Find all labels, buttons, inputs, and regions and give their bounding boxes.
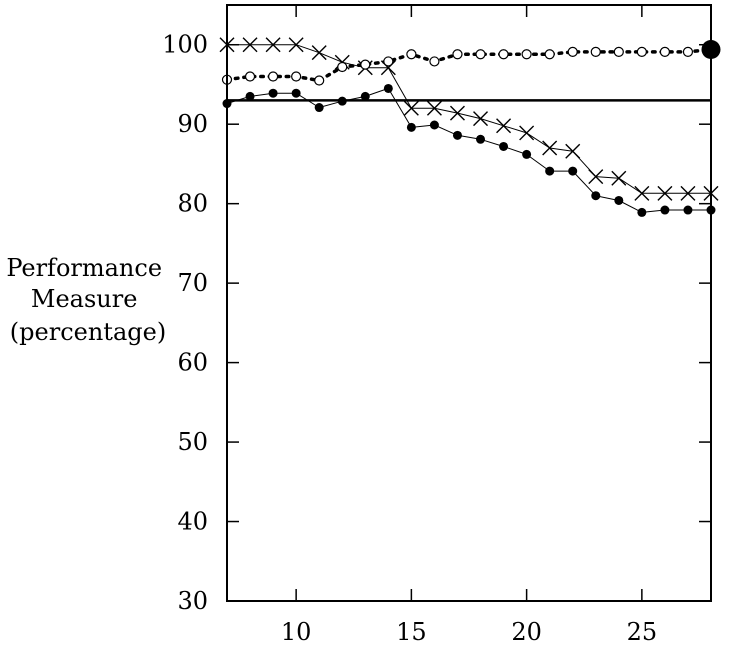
open-circle-marker	[360, 59, 371, 70]
open-circle-marker	[244, 71, 256, 82]
plot-area	[219, 37, 721, 217]
cross-marker	[611, 170, 627, 186]
cross-stroke	[265, 37, 281, 53]
filled-circle-marker	[568, 166, 578, 176]
filled-circle-marker	[314, 103, 324, 113]
y-axis-title-line-1: Performance	[6, 254, 162, 282]
cross-stroke	[588, 169, 604, 185]
axes	[226, 4, 712, 602]
filled-circle-marker	[683, 205, 693, 215]
open-circle-marker	[544, 49, 555, 60]
filled-circle-marker	[637, 207, 647, 217]
cross-marker	[242, 37, 258, 53]
filled-circle-marker	[406, 122, 416, 132]
open-circle-marker	[475, 49, 486, 60]
y-axis-title-line-2: Measure	[31, 285, 138, 313]
open-circle-marker	[613, 46, 624, 57]
cross-stroke	[634, 185, 650, 201]
cross-marker	[403, 100, 419, 116]
cross-stroke	[611, 170, 627, 186]
open-circle-marker	[590, 46, 601, 57]
open-circle-marker	[291, 71, 302, 82]
cross-marker	[519, 125, 535, 141]
y-tick-label: 100	[162, 31, 208, 59]
filled-circle-marker	[452, 130, 462, 140]
y-tick-label: 90	[177, 110, 208, 138]
filled-circle-marker	[383, 83, 393, 93]
series-line-2	[225, 47, 713, 83]
filled-circle-marker	[291, 88, 301, 98]
cross-stroke	[680, 185, 696, 201]
open-circle-marker	[267, 71, 279, 82]
y-tick-label: 50	[177, 428, 208, 456]
cross-marker	[449, 105, 465, 121]
open-circle-marker	[429, 56, 440, 67]
open-circle-marker	[636, 46, 647, 57]
open-circle-marker	[314, 75, 325, 86]
cross-marker	[542, 140, 558, 156]
ticks: 30 40 50 60 70 80 90 100 10 15 20 25	[162, 5, 711, 646]
cross-marker	[473, 111, 489, 127]
cross-stroke	[519, 125, 535, 141]
cross-marker	[288, 37, 304, 53]
cross-stroke	[449, 105, 465, 121]
plot-frame	[226, 4, 712, 602]
filled-circle-marker	[429, 120, 439, 130]
filled-circle-marker	[499, 141, 509, 151]
cross-marker	[426, 100, 442, 116]
open-circle-marker	[659, 46, 671, 57]
x-tick-label: 10	[281, 618, 312, 646]
cross-marker	[496, 118, 512, 134]
y-axis-title: Performance Measure (percentage)	[6, 254, 169, 346]
cross-stroke	[657, 185, 673, 201]
open-circle-marker	[383, 56, 394, 67]
x-tick-label: 20	[511, 618, 542, 646]
filled-circle-marker	[245, 91, 255, 101]
y-tick-label: 60	[177, 349, 208, 377]
series-line-3	[226, 87, 711, 213]
cross-marker	[311, 45, 327, 61]
cross-stroke	[542, 140, 558, 156]
open-circle-marker	[567, 46, 578, 57]
open-circle-marker	[337, 61, 348, 73]
filled-circle-marker	[476, 134, 486, 144]
y-tick-label: 30	[177, 587, 208, 615]
filled-circle-marker	[614, 195, 624, 205]
filled-circle-marker	[360, 91, 370, 101]
open-circle-marker	[498, 49, 509, 60]
x-tick-label: 15	[396, 618, 427, 646]
cross-stroke	[311, 45, 327, 61]
cross-marker	[634, 185, 650, 201]
cross-stroke	[242, 37, 258, 53]
cross-stroke	[565, 143, 581, 159]
cross-marker	[565, 143, 581, 159]
cross-marker	[265, 37, 281, 53]
filled-circle-marker	[522, 149, 532, 159]
filled-circle-marker	[268, 88, 278, 98]
cross-stroke	[403, 100, 419, 116]
x-tick-label: 25	[627, 618, 658, 646]
filled-circle-marker	[545, 166, 555, 176]
cross-marker	[588, 169, 604, 185]
cross-stroke	[426, 100, 442, 116]
open-circle-marker	[521, 49, 532, 60]
cross-stroke	[473, 111, 489, 127]
open-circle-marker	[682, 46, 694, 57]
open-circle-marker	[406, 49, 417, 60]
cross-marker	[680, 185, 696, 201]
y-tick-label: 80	[177, 190, 208, 218]
open-circle-marker	[452, 49, 463, 60]
y-axis-title-line-3: (percentage)	[10, 318, 166, 346]
cross-stroke	[288, 37, 304, 53]
filled-circle-marker	[591, 191, 601, 201]
y-tick-label: 40	[177, 508, 208, 536]
cross-stroke	[496, 118, 512, 134]
filled-circle-marker	[660, 205, 670, 215]
cross-marker	[657, 185, 673, 201]
y-tick-label: 70	[177, 269, 208, 297]
series-line-1	[227, 44, 711, 194]
